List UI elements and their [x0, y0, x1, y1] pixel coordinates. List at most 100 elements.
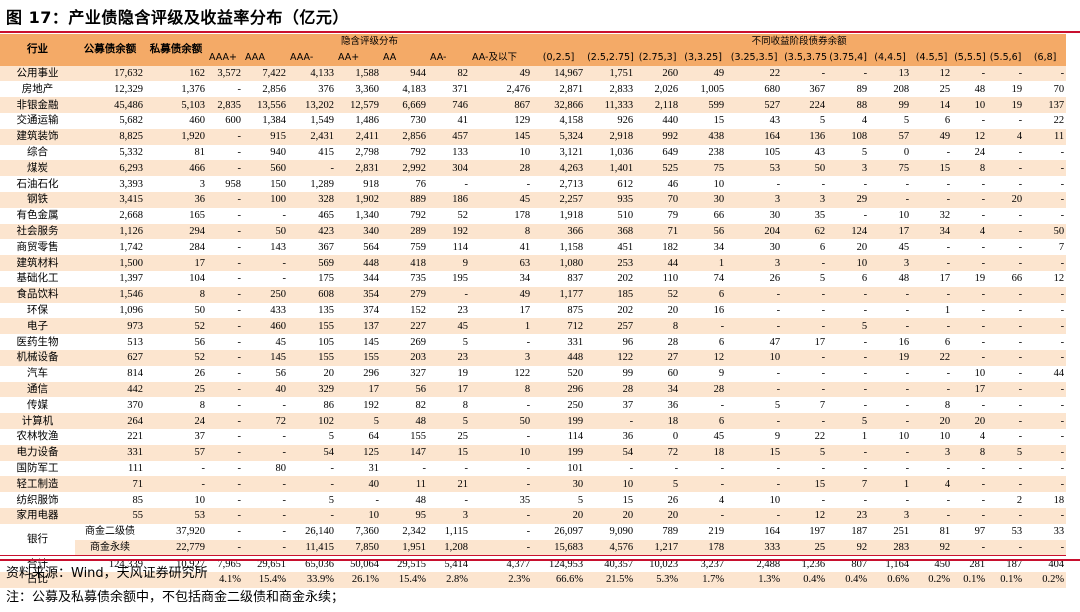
value-cell: 145	[336, 334, 381, 350]
value-cell: 147	[381, 444, 428, 461]
value-cell: -	[1024, 507, 1067, 524]
value-cell: 608	[288, 286, 336, 303]
value-cell: 4	[952, 223, 988, 240]
value-cell: 1,217	[635, 539, 681, 556]
value-cell: -	[987, 160, 1025, 177]
value-cell: 3,360	[336, 81, 381, 98]
value-cell: 105	[726, 144, 783, 161]
value-cell: -	[428, 460, 470, 477]
footnote: 注：公募及私募债余额中，不包括商金二级债和商金永续；	[6, 590, 345, 605]
value-cell: 1,751	[585, 65, 636, 82]
value-cell: 82	[428, 65, 470, 82]
value-cell: 0.1%	[987, 572, 1025, 588]
value-cell: 958	[207, 176, 243, 192]
value-cell: 52	[145, 318, 207, 335]
value-cell: 238	[680, 144, 727, 161]
value-cell: 40	[336, 476, 381, 493]
value-cell: -	[911, 255, 953, 271]
value-cell: 2,411	[336, 128, 381, 145]
value-cell: -	[243, 539, 288, 556]
value-cell: 37	[585, 397, 636, 414]
value-cell: -	[952, 507, 988, 524]
value-cell: 17,632	[75, 65, 145, 82]
value-cell: 10	[336, 507, 381, 524]
value-cell: 28	[635, 334, 681, 350]
industry-cell: 社会服务	[0, 223, 75, 240]
value-cell: -	[726, 507, 783, 524]
value-cell: -	[336, 492, 381, 508]
value-cell: 1,920	[145, 128, 207, 145]
header-yield-6: (3.75,4]	[827, 49, 870, 66]
value-cell: 219	[680, 523, 727, 540]
value-cell: 6	[680, 334, 727, 350]
value-cell: 944	[381, 65, 428, 82]
value-cell: 66	[987, 270, 1025, 287]
value-cell: 15.4%	[381, 572, 428, 588]
value-cell: 4,158	[532, 112, 586, 129]
value-cell: 4	[680, 492, 727, 508]
value-cell: 71	[75, 476, 145, 493]
value-cell: 12,329	[75, 81, 145, 98]
value-cell: 4.1%	[207, 572, 243, 588]
value-cell: 52	[145, 349, 207, 366]
value-cell: 8	[470, 223, 533, 240]
value-cell: 926	[585, 112, 636, 129]
value-cell: 64	[336, 428, 381, 445]
value-cell	[75, 572, 145, 588]
value-cell: -	[869, 286, 912, 303]
industry-cell: 电力设备	[0, 444, 75, 461]
value-cell: 35	[470, 492, 533, 508]
value-cell: 56	[680, 223, 727, 240]
value-cell: 29	[827, 191, 870, 208]
value-cell: 50	[782, 160, 828, 177]
value-cell: 75	[680, 160, 727, 177]
value-cell: -	[207, 334, 243, 350]
table-row: 汽车 814 26-56 20 296 327 19 122 520 99 60 9- - - - -10-4…	[0, 365, 1067, 382]
value-cell: 6,669	[381, 97, 428, 113]
value-cell: -	[827, 176, 870, 192]
value-cell: -	[243, 492, 288, 508]
value-cell: 730	[381, 112, 428, 129]
value-cell: 33.9%	[288, 572, 336, 588]
value-cell: 17	[782, 334, 828, 350]
value-cell: 88	[827, 97, 870, 113]
value-cell: 12	[680, 349, 727, 366]
value-cell: -	[1024, 286, 1067, 303]
value-cell: -	[987, 176, 1025, 192]
value-cell: 370	[75, 397, 145, 414]
value-cell: -	[782, 365, 828, 382]
value-cell: 45	[243, 334, 288, 350]
value-cell: 1,397	[75, 270, 145, 287]
value-cell: 10	[952, 97, 988, 113]
value-cell: -	[987, 318, 1025, 335]
value-cell: 26.1%	[336, 572, 381, 588]
value-cell: 143	[243, 239, 288, 256]
table-row: 石油石化 3,393 3 958 150 1,289 918 76- -2,713 612 46 10…	[0, 176, 1067, 192]
industry-cell: 建筑材料	[0, 255, 75, 271]
table-bottom-rule	[0, 559, 1080, 561]
value-cell: -	[243, 255, 288, 271]
table-row: 家用电器 55 53- - -10 95 3-20 20 20- -12 23 3- - - -	[0, 507, 1067, 524]
value-cell: 3,572	[207, 65, 243, 82]
value-cell: 1,902	[336, 191, 381, 208]
value-cell: 110	[635, 270, 681, 287]
value-cell: 99	[869, 97, 912, 113]
value-cell: -	[207, 444, 243, 461]
value-cell: 36	[145, 191, 207, 208]
value-cell: -	[1024, 460, 1067, 477]
value-cell: -	[952, 476, 988, 493]
value-cell: -	[470, 176, 533, 192]
value-cell: -	[782, 318, 828, 335]
value-cell: 46	[635, 176, 681, 192]
value-cell: -	[207, 492, 243, 508]
value-cell: -	[869, 365, 912, 382]
value-cell: 43	[726, 112, 783, 129]
value-cell: 3	[782, 191, 828, 208]
value-cell: 4	[952, 428, 988, 445]
value-cell: -	[987, 239, 1025, 256]
value-cell: -	[726, 413, 783, 429]
value-cell: -	[288, 460, 336, 477]
value-cell: 376	[288, 81, 336, 98]
value-cell: 5,103	[145, 97, 207, 113]
value-cell: 460	[145, 112, 207, 129]
